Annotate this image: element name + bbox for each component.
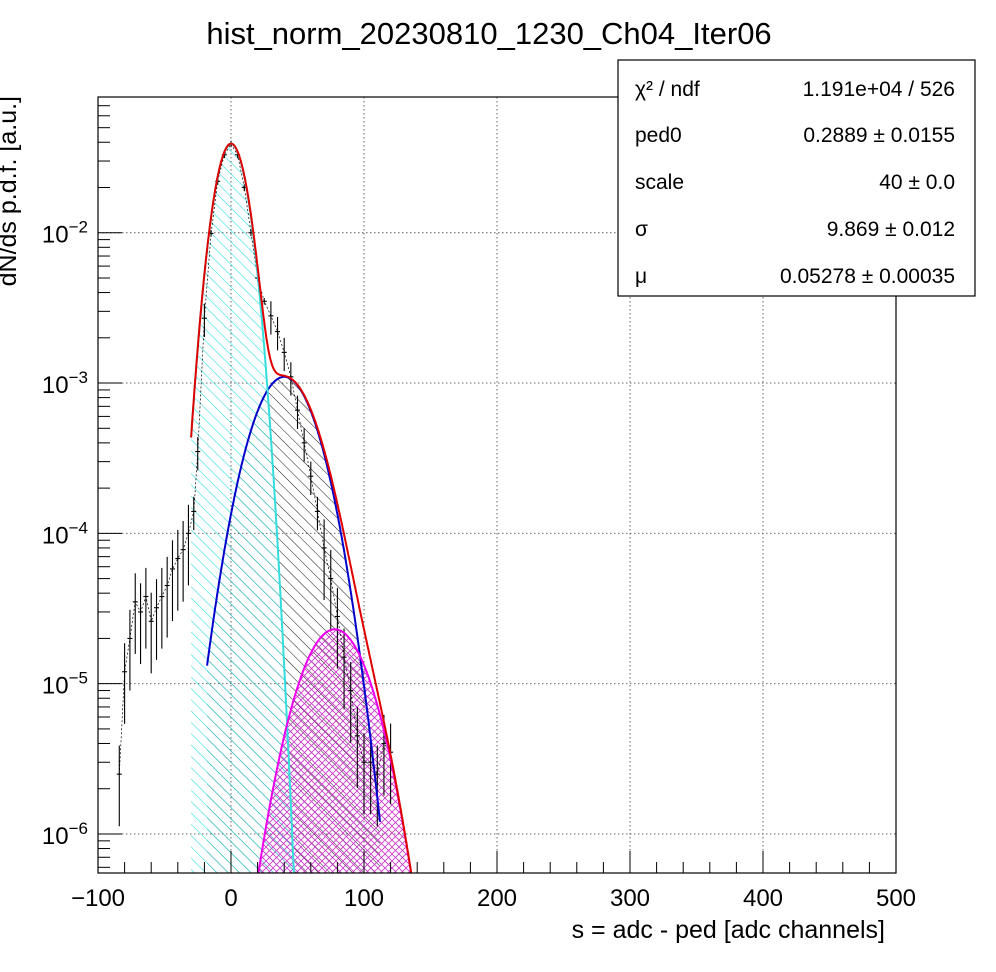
data-point — [164, 556, 170, 638]
chart-title: hist_norm_20230810_1230_Ch04_Iter06 — [206, 16, 771, 51]
data-point — [138, 583, 144, 665]
pedestal-fill — [191, 143, 298, 873]
y-tick-label: 10−5 — [42, 669, 88, 700]
stat-name: ped0 — [635, 124, 682, 147]
y-tick-base: 10 — [42, 222, 69, 249]
data-point — [341, 628, 347, 710]
data-point — [122, 643, 128, 724]
data-point — [308, 461, 314, 495]
y-tick-exponent: −3 — [69, 368, 88, 387]
data-point — [281, 337, 287, 372]
y-tick-base: 10 — [42, 372, 69, 399]
stat-value: 1.191e+04 / 526 — [803, 78, 955, 101]
data-point — [334, 587, 340, 669]
x-tick-label: 300 — [610, 885, 650, 912]
y-tick-label: 10−3 — [42, 368, 88, 399]
data-point — [148, 592, 154, 674]
x-tick-label: 500 — [876, 885, 916, 912]
data-point — [159, 567, 165, 649]
data-point — [116, 745, 122, 827]
data-point — [154, 579, 160, 660]
data-point — [314, 496, 320, 531]
data-trace — [118, 143, 391, 776]
stats-box-frame — [617, 59, 976, 297]
y-axis-label: dN/ds p.d.f. [a.u.] — [0, 96, 22, 286]
stat-value: 0.2889 ± 0.0155 — [803, 124, 955, 147]
data-point — [169, 540, 175, 622]
data-points — [116, 140, 394, 827]
y-tick-base: 10 — [42, 673, 69, 700]
y-tick-label: 10−6 — [42, 819, 88, 850]
x-tick-label: 200 — [477, 885, 517, 912]
stat-name: σ — [635, 218, 648, 241]
stat-name: χ² / ndf — [635, 78, 700, 101]
fit-total-curve — [190, 142, 413, 873]
data-point — [354, 707, 360, 788]
data-point — [175, 529, 181, 611]
fit-curves — [190, 142, 413, 873]
y-tick-label: 10−4 — [42, 518, 88, 549]
stat-value: 0.05278 ± 0.00035 — [780, 265, 955, 288]
data-point — [185, 504, 191, 586]
y-tick-exponent: −2 — [69, 218, 88, 237]
y-tick-base: 10 — [42, 522, 69, 549]
y-tick-exponent: −4 — [69, 518, 88, 537]
data-point — [143, 567, 149, 649]
stat-name: μ — [635, 265, 647, 288]
stat-value: 40 ± 0.0 — [879, 171, 955, 194]
data-point — [275, 317, 281, 351]
stat-value: 9.869 ± 0.012 — [827, 218, 955, 241]
x-tick-label: 400 — [743, 885, 783, 912]
data-point — [268, 301, 274, 335]
y-tick-base: 10 — [42, 823, 69, 850]
2-pe-fill — [257, 629, 431, 873]
data-point — [180, 520, 186, 602]
y-tick-exponent: −6 — [69, 819, 88, 838]
x-tick-label: −100 — [71, 885, 125, 912]
x-tick-label: 0 — [224, 885, 237, 912]
y-tick-exponent: −5 — [69, 669, 88, 688]
stats-box: χ² / ndf 1.191e+04 / 526 ped0 0.2889 ± 0.01… — [617, 59, 976, 297]
x-tick-label: 100 — [344, 885, 384, 912]
data-point — [328, 549, 334, 631]
x-axis-label: s = adc - ped [adc channels] — [572, 916, 885, 944]
stat-name: scale — [635, 171, 684, 194]
component-fills — [191, 143, 431, 873]
y-tick-label: 10−2 — [42, 218, 88, 249]
